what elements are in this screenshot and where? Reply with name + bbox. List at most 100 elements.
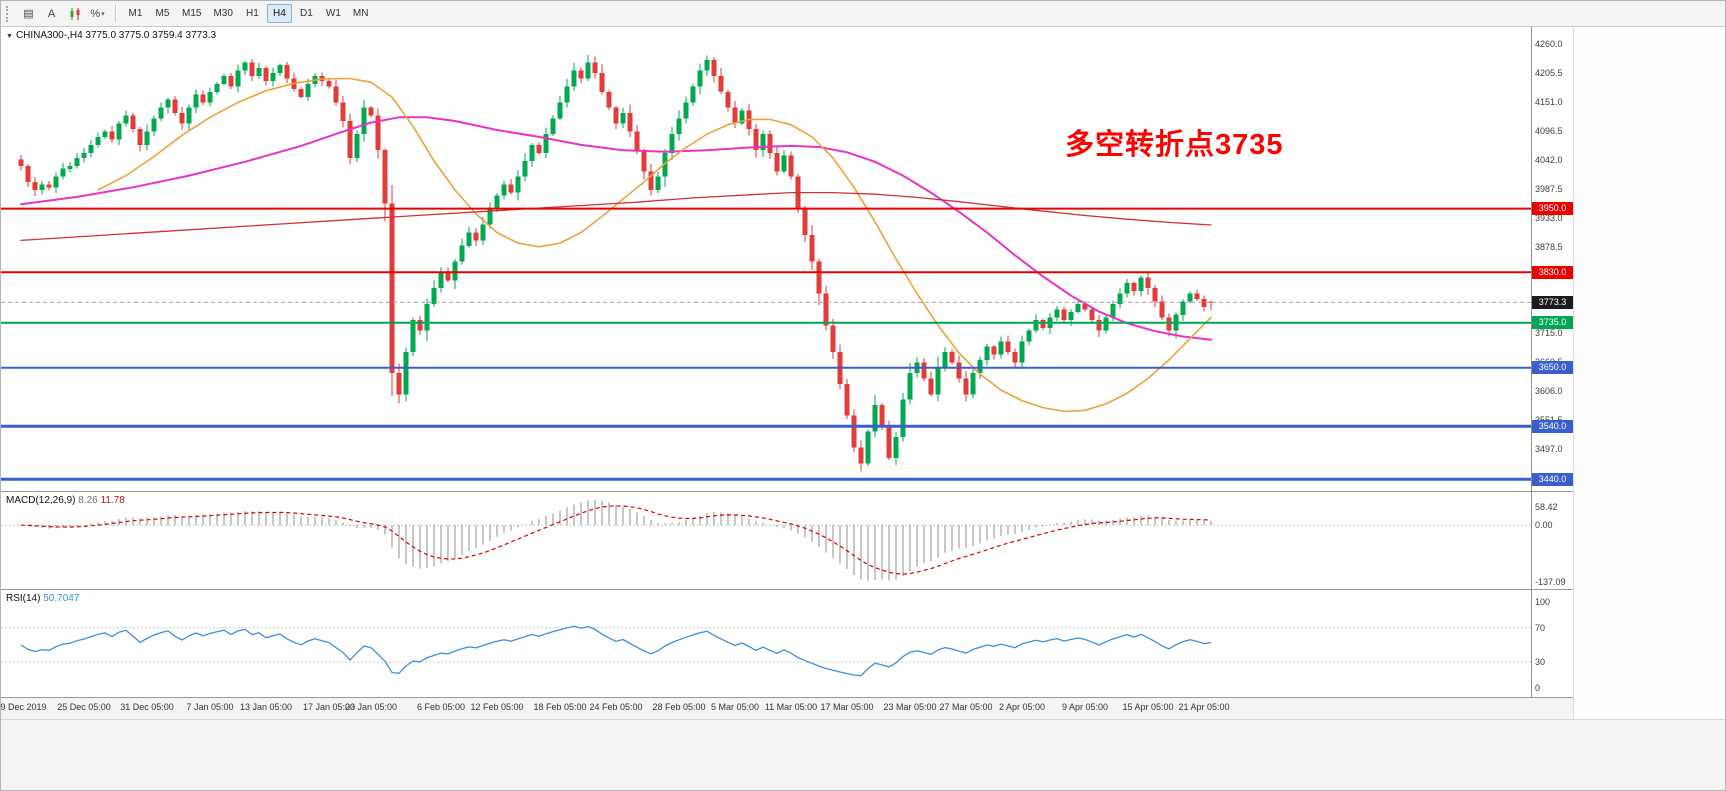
price-tick: 3497.0 bbox=[1535, 444, 1563, 455]
rsi-axis[interactable]: 100 70 30 0 bbox=[1531, 590, 1573, 697]
timeframe-m30-button[interactable]: M30 bbox=[208, 4, 237, 23]
percent-icon: % bbox=[90, 7, 101, 20]
toolbar-gripper[interactable] bbox=[6, 5, 12, 22]
rsi-tick: 0 bbox=[1535, 683, 1541, 693]
current-price-badge: 3773.3 bbox=[1532, 295, 1573, 309]
timeframe-m5-button[interactable]: M5 bbox=[150, 4, 175, 23]
macd-tick: -137.09 bbox=[1535, 577, 1566, 587]
price-tick: 4151.0 bbox=[1535, 96, 1563, 107]
timeframe-m1-button[interactable]: M1 bbox=[123, 4, 148, 23]
rsi-line bbox=[20, 625, 1212, 677]
candles-group bbox=[18, 54, 1214, 472]
rsi-value: 50.7047 bbox=[43, 593, 80, 604]
time-label: 2 Apr 05:00 bbox=[998, 702, 1046, 712]
toolbar-separator bbox=[115, 5, 116, 22]
rsi-chart[interactable] bbox=[1, 590, 1531, 697]
timeframe-group: M1 M5 M15 M30 H1 H4 D1 W1 MN bbox=[122, 4, 374, 23]
candlestick-mode-button[interactable] bbox=[63, 4, 86, 24]
price-tick: 3715.0 bbox=[1535, 328, 1563, 339]
price-tick: 3878.5 bbox=[1535, 241, 1563, 252]
price-tick: 4205.5 bbox=[1535, 67, 1563, 78]
price-tick: 4042.0 bbox=[1535, 154, 1563, 165]
timeframe-w1-button[interactable]: W1 bbox=[321, 4, 346, 23]
macd-title: MACD(12,26,9) 8.26 11.78 bbox=[6, 495, 125, 506]
time-label: 9 Apr 05:00 bbox=[1061, 702, 1109, 712]
macd-tick: 0.00 bbox=[1535, 520, 1553, 531]
toolbar-icon-group: ▤ A% ▾ bbox=[17, 4, 109, 24]
time-label: 11 Mar 05:00 bbox=[764, 702, 818, 712]
ma-slow-magenta bbox=[20, 116, 1212, 341]
macd-chart[interactable] bbox=[1, 492, 1531, 589]
time-label: 15 Apr 05:00 bbox=[1122, 702, 1174, 712]
time-label: 13 Jan 05:00 bbox=[239, 702, 293, 712]
cursor-button[interactable]: A bbox=[40, 4, 63, 24]
candlestick-icon bbox=[70, 7, 79, 20]
chart-ohlc-values: 3775.0 3775.0 3759.4 3773.3 bbox=[85, 30, 217, 41]
bottom-empty-area bbox=[1, 719, 1725, 790]
time-label: 28 Feb 05:00 bbox=[652, 702, 706, 712]
chart-collapse-icon[interactable]: ▼ bbox=[6, 33, 13, 40]
macd-axis[interactable]: 58.42 0.00 -137.09 bbox=[1531, 492, 1573, 589]
time-label: 5 Mar 05:00 bbox=[710, 702, 760, 712]
toolbar: ▤ A% ▾ M1 M5 M15 M30 H1 H4 D1 W1 MN bbox=[1, 1, 1725, 27]
chevron-down-icon: ▾ bbox=[101, 10, 105, 18]
time-label: 17 Mar 05:00 bbox=[820, 702, 874, 712]
price-level-badge: 3540.0 bbox=[1532, 419, 1573, 433]
right-empty-area bbox=[1573, 27, 1725, 719]
rsi-title: RSI(14) 50.7047 bbox=[6, 593, 79, 604]
rsi-label: RSI(14) bbox=[6, 593, 41, 604]
list-icon: ▤ bbox=[23, 8, 34, 20]
time-label: 7 Jan 05:00 bbox=[186, 702, 234, 712]
rsi-pane: 100 70 30 0 RSI(14) 50.7047 bbox=[1, 589, 1573, 697]
time-label: 12 Feb 05:00 bbox=[470, 702, 524, 712]
percent-scale-button[interactable]: % ▾ bbox=[86, 4, 109, 24]
time-label: 19 Dec 2019 bbox=[0, 702, 47, 712]
macd-histogram bbox=[27, 500, 1212, 581]
time-label: 6 Feb 05:00 bbox=[416, 702, 466, 712]
rsi-tick: 30 bbox=[1535, 657, 1546, 668]
macd-signal-line bbox=[20, 505, 1212, 575]
chart-title: ▼ CHINA300-,H4 3775.0 3775.0 3759.4 3773.… bbox=[6, 30, 216, 41]
time-label: 18 Feb 05:00 bbox=[533, 702, 587, 712]
time-label: 24 Feb 05:00 bbox=[589, 702, 643, 712]
price-tick: 3606.0 bbox=[1535, 386, 1563, 397]
rsi-tick: 70 bbox=[1535, 622, 1546, 633]
price-tick: 3933.0 bbox=[1535, 212, 1563, 223]
price-level-badge: 3440.0 bbox=[1532, 472, 1573, 486]
macd-main-value: 8.26 bbox=[78, 495, 98, 506]
annotation-text[interactable]: 多空转折点3735 bbox=[1065, 129, 1284, 161]
ma-mid-orange bbox=[97, 77, 1212, 413]
price-pane: 4260.0 4205.5 4151.0 4096.5 4042.0 3987.5 3933… bbox=[1, 27, 1573, 491]
macd-label: MACD(12,26,9) bbox=[6, 495, 76, 506]
timeframe-h4-button[interactable]: H4 bbox=[266, 4, 292, 23]
time-label: 21 Apr 05:00 bbox=[1178, 702, 1230, 712]
time-label: 31 Dec 05:00 bbox=[120, 702, 174, 712]
price-tick: 4260.0 bbox=[1535, 38, 1563, 49]
rsi-tick: 100 bbox=[1535, 597, 1551, 607]
candlestick-chart[interactable] bbox=[1, 27, 1531, 491]
macd-signal-value: 11.78 bbox=[100, 495, 125, 506]
price-axis[interactable]: 4260.0 4205.5 4151.0 4096.5 4042.0 3987.5 3933… bbox=[1531, 27, 1573, 491]
timeframe-d1-button[interactable]: D1 bbox=[294, 4, 319, 23]
time-label: 23 Jan 05:00 bbox=[344, 702, 398, 712]
macd-pane: 58.42 0.00 -137.09 MACD(12,26,9) 8.26 11.7… bbox=[1, 491, 1573, 589]
charts-list-button[interactable]: ▤ bbox=[17, 4, 40, 24]
timeframe-h1-button[interactable]: H1 bbox=[240, 4, 265, 23]
ma-long-red bbox=[20, 191, 1212, 242]
time-label: 17 Jan 05:00 bbox=[302, 702, 356, 712]
price-tick: 4096.5 bbox=[1535, 125, 1563, 136]
time-label: 25 Dec 05:00 bbox=[57, 702, 111, 712]
price-level-badge: 3830.0 bbox=[1532, 265, 1573, 279]
chart-symbol: CHINA300-,H4 bbox=[15, 30, 83, 41]
macd-tick: 58.42 bbox=[1535, 502, 1558, 512]
chart-window: 4260.0 4205.5 4151.0 4096.5 4042.0 3987.5 3933… bbox=[1, 27, 1725, 790]
price-level-badge: 3735.0 bbox=[1532, 316, 1573, 330]
timeframe-m15-button[interactable]: M15 bbox=[177, 4, 206, 23]
timeframe-mn-button[interactable]: MN bbox=[348, 4, 374, 23]
time-axis[interactable]: 19 Dec 2019 25 Dec 05:00 31 Dec 05:00 7 Jan… bbox=[1, 697, 1573, 719]
price-level-badge: 3950.0 bbox=[1532, 202, 1573, 216]
time-label: 23 Mar 05:00 bbox=[883, 702, 937, 712]
price-tick: 3987.5 bbox=[1535, 183, 1563, 194]
price-level-badge: 3650.0 bbox=[1532, 361, 1573, 375]
